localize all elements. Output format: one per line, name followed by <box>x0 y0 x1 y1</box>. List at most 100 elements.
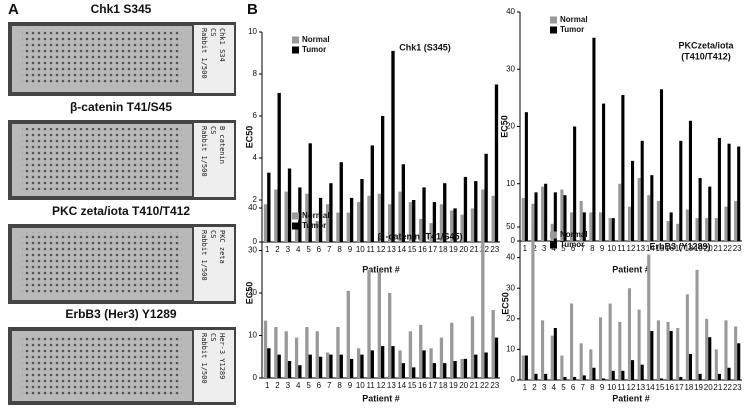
bar <box>491 195 495 242</box>
bar <box>298 365 302 378</box>
bar <box>669 212 673 241</box>
x-tick-label: 15 <box>408 381 417 390</box>
bar <box>698 373 702 380</box>
bar <box>705 318 709 380</box>
x-tick-label: 5 <box>306 245 311 254</box>
x-tick-label: 12 <box>627 383 636 392</box>
bar <box>679 140 683 241</box>
bar <box>688 120 693 241</box>
bar <box>589 212 593 241</box>
y-tick-label: 40 <box>506 7 515 16</box>
x-tick-label: 3 <box>286 245 291 254</box>
bar <box>470 316 475 378</box>
legend-label: Normal <box>560 15 588 24</box>
bar <box>329 183 333 242</box>
bar <box>463 176 468 242</box>
panel-label: B <box>247 1 258 18</box>
bar <box>408 331 413 378</box>
slide-note: Rabbit 1/500 <box>200 333 208 384</box>
x-tick-label: 19 <box>694 244 703 253</box>
legend-swatch <box>550 241 557 249</box>
x-tick-label: 8 <box>337 245 342 254</box>
bar <box>611 218 615 241</box>
slide-note: Rabbit 1/500 <box>200 230 208 281</box>
bar <box>705 218 709 241</box>
bar <box>553 327 557 380</box>
y-tick-label: 50 <box>506 222 515 231</box>
y-axis-label: EC50 <box>500 292 510 315</box>
legend-swatch <box>550 26 557 34</box>
bar <box>534 192 538 241</box>
bar <box>367 269 371 378</box>
bar <box>349 197 354 242</box>
slide-title: β-catenin T41/S45 <box>70 100 172 114</box>
x-tick-label: 4 <box>296 381 301 390</box>
x-tick-label: 4 <box>552 244 557 253</box>
x-tick-label: 13 <box>636 383 645 392</box>
slide-title: ErbB3 (Her3) Y1289 <box>65 307 176 321</box>
x-tick-label: 14 <box>646 383 655 392</box>
bar <box>734 326 738 380</box>
bar <box>727 143 731 241</box>
bar <box>676 327 680 380</box>
bar <box>325 204 330 242</box>
x-tick-label: 11 <box>366 381 375 390</box>
x-tick-label: 14 <box>646 244 655 253</box>
bar <box>659 89 664 241</box>
x-tick-label: 19 <box>449 381 458 390</box>
legend-label: Normal <box>560 230 588 239</box>
bar <box>531 203 535 241</box>
bar <box>717 137 721 241</box>
x-tick-label: 12 <box>377 245 386 254</box>
bar <box>627 206 631 241</box>
y-tick-label: 20 <box>506 122 515 131</box>
slide-note: Her-3 Y1289 <box>218 333 226 379</box>
x-tick-label: 22 <box>480 381 489 390</box>
bar <box>429 348 433 378</box>
bar <box>356 348 361 378</box>
bar <box>737 146 741 241</box>
bar <box>631 360 635 380</box>
bar <box>618 321 622 380</box>
bar <box>676 223 680 241</box>
x-tick-label: 3 <box>542 244 547 253</box>
y-axis-label: EC50 <box>244 282 254 305</box>
x-tick-label: 17 <box>428 381 437 390</box>
x-tick-label: 19 <box>694 383 703 392</box>
bar <box>560 355 564 380</box>
legend-label: Tumor <box>560 240 584 249</box>
bar <box>737 343 741 380</box>
x-tick-label: 6 <box>571 244 576 253</box>
x-tick-label: 12 <box>377 381 386 390</box>
bar <box>429 223 433 242</box>
bar <box>308 143 312 242</box>
x-tick-label: 11 <box>366 245 375 254</box>
legend-label: Tumor <box>560 25 584 34</box>
x-tick-label: 7 <box>581 383 586 392</box>
x-tick-label: 17 <box>428 245 437 254</box>
bar <box>727 367 731 380</box>
bar <box>388 204 392 242</box>
x-tick-label: 22 <box>723 383 732 392</box>
bar <box>439 204 444 242</box>
bar <box>714 349 718 380</box>
x-tick-label: 14 <box>397 381 406 390</box>
bar <box>714 218 718 241</box>
x-tick-label: 5 <box>306 381 311 390</box>
bar <box>381 116 385 242</box>
x-tick-label: 2 <box>532 244 537 253</box>
bar <box>450 322 454 378</box>
bar <box>563 376 567 380</box>
bar <box>481 189 485 242</box>
y-tick-label: 20 <box>248 288 257 297</box>
bar <box>474 354 478 378</box>
bar <box>315 221 319 242</box>
y-tick-label: 0 <box>253 237 258 246</box>
x-tick-label: 17 <box>675 383 684 392</box>
bar <box>640 140 644 241</box>
bar <box>443 363 447 378</box>
x-tick-label: 4 <box>552 383 557 392</box>
y-tick-label: 10 <box>506 179 515 188</box>
bar <box>267 348 271 378</box>
